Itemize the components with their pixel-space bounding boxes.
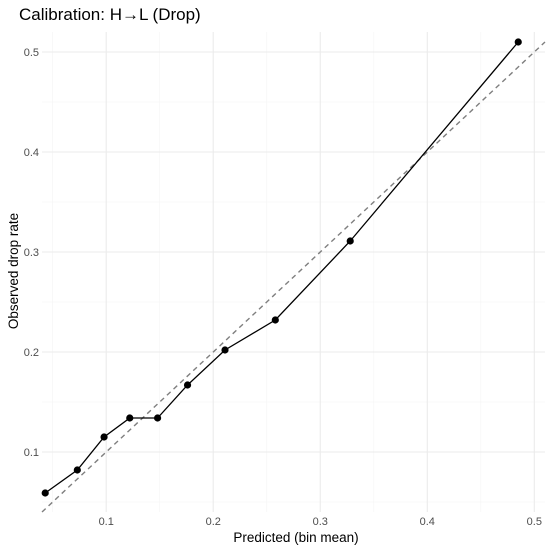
data-point (100, 433, 108, 441)
y-axis-ticks: 0.1 0.2 0.3 0.4 0.5 (24, 47, 39, 459)
x-tick-label: 0.1 (99, 516, 114, 528)
x-axis-ticks: 0.1 0.2 0.3 0.4 0.5 (99, 516, 542, 528)
reference-line-layer (41, 41, 546, 513)
series-line (44, 41, 519, 494)
data-point (41, 489, 49, 497)
data-point (346, 237, 354, 245)
x-tick-label: 0.4 (420, 516, 435, 528)
data-point (183, 381, 192, 389)
data-point (514, 38, 522, 46)
x-tick-label: 0.2 (206, 516, 221, 528)
data-point (271, 316, 279, 324)
minor-gridlines (42, 32, 545, 512)
x-tick-label: 0.3 (313, 516, 328, 528)
data-point (126, 414, 134, 422)
y-tick-label: 0.5 (24, 47, 39, 59)
y-axis-title: Observed drop rate (6, 213, 21, 329)
y-tick-label: 0.2 (24, 347, 39, 359)
chart-title: Calibration: H→L (Drop) (19, 5, 201, 24)
y-tick-label: 0.3 (24, 247, 39, 259)
y-tick-label: 0.4 (24, 147, 39, 159)
series-layer (41, 38, 522, 497)
data-point (153, 414, 162, 422)
reference-diagonal-line (41, 41, 546, 513)
y-tick-label: 0.1 (24, 447, 39, 459)
x-tick-label: 0.5 (527, 516, 542, 528)
data-point (221, 346, 229, 354)
major-gridlines (42, 32, 545, 512)
x-axis-title: Predicted (bin mean) (233, 530, 358, 545)
data-point (73, 466, 81, 474)
